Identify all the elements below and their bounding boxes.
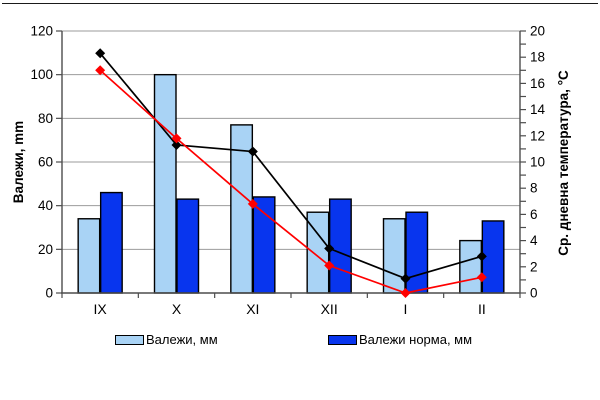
category-label: XII	[321, 301, 338, 317]
bar-series0-I	[382, 218, 406, 294]
marker-series1-II	[476, 272, 487, 283]
right-axis-label: 10	[530, 155, 545, 170]
legend-swatch-valezhi	[115, 334, 144, 345]
right-axis-label: 14	[530, 102, 546, 117]
marker-series1-XI	[247, 198, 258, 209]
bar-series0-IX	[77, 218, 101, 294]
right-axis-label: 8	[530, 181, 538, 196]
legend-item-valezhi: Валежи, мм	[115, 332, 218, 347]
marker-series0-XII	[324, 243, 335, 254]
line-series0	[99, 52, 483, 280]
bar-series1-XI	[252, 196, 276, 294]
bar-series1-IX	[99, 191, 123, 294]
gridlines-layer	[62, 30, 520, 250]
marker-series1-XII	[324, 260, 335, 271]
right-axis-label: 0	[530, 286, 538, 301]
left-axis-label: 40	[38, 198, 53, 213]
left-axis-label: 60	[38, 155, 53, 170]
marker-series0-II	[476, 251, 487, 262]
line-series1	[99, 69, 483, 294]
left-axis-label: 80	[38, 111, 53, 126]
right-axis-label: 18	[530, 50, 545, 65]
legend-swatch-valezhi-norma	[328, 334, 357, 345]
right-axis-label: 20	[530, 24, 545, 39]
left-axis-title: Валежи, mm	[11, 121, 26, 203]
right-axis-label: 4	[530, 233, 538, 248]
right-axis-label: 16	[530, 76, 545, 91]
bar-series0-X	[153, 73, 177, 294]
category-label: X	[172, 301, 182, 317]
bars-layer	[77, 73, 505, 294]
legend-item-valezhi-norma: Валежи норма, мм	[328, 332, 472, 347]
category-label: IX	[94, 301, 108, 317]
marker-series1-X	[171, 133, 182, 144]
bar-series1-I	[405, 211, 429, 294]
category-label: I	[404, 301, 408, 317]
tick-labels-layer: 0 20 40 60 80 100 120 0 2 4 6 8 10 12 14 16 18 20 IX X XI XII…	[30, 24, 545, 318]
category-label: XI	[246, 301, 259, 317]
right-axis-label: 6	[530, 207, 538, 222]
category-label: II	[478, 301, 486, 317]
left-axis-label: 100	[30, 67, 53, 82]
right-axis-label: 12	[530, 128, 545, 143]
marker-series1-I	[400, 287, 411, 299]
line-series-layer	[95, 48, 487, 299]
left-axis-label: 0	[45, 286, 53, 301]
axes-layer	[56, 30, 526, 298]
legend-label-valezhi: Валежи, мм	[146, 332, 218, 347]
marker-series0-XI	[247, 146, 258, 157]
legend-label-valezhi-norma: Валежи норма, мм	[359, 332, 473, 347]
bar-series1-XII	[328, 198, 352, 294]
bar-series1-X	[176, 198, 200, 294]
right-axis-label: 2	[530, 259, 538, 274]
bar-series0-II	[459, 239, 483, 294]
marker-series0-I	[400, 273, 411, 284]
marker-series0-IX	[95, 48, 106, 59]
legend: Валежи, мм Валежи норма, мм	[0, 330, 600, 350]
left-axis-label: 20	[38, 242, 53, 257]
marker-series0-X	[171, 139, 182, 150]
marker-series1-IX	[95, 65, 106, 76]
right-axis-title: Ср. дневна температура, °C	[556, 70, 571, 256]
left-axis-label: 120	[30, 24, 53, 39]
top-border-rule	[2, 3, 598, 4]
